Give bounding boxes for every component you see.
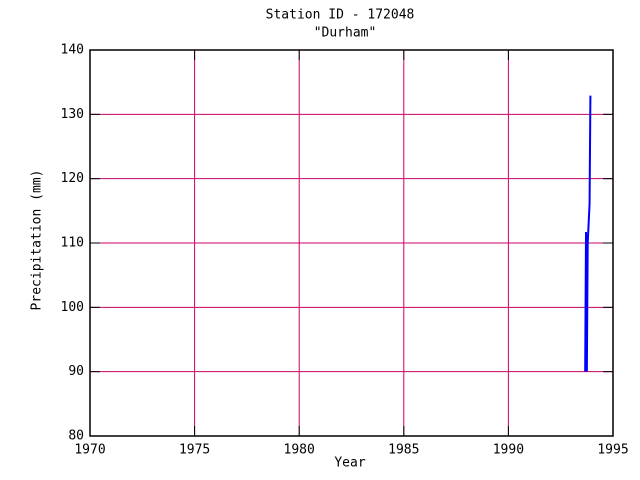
y-tick-label: 100 (61, 300, 84, 315)
plot-frame (89, 49, 614, 437)
x-axis-label: Year (334, 456, 365, 471)
x-tick-label: 1985 (388, 443, 419, 458)
y-tick-label: 130 (61, 107, 84, 122)
chart-title: Station ID - 172048 (266, 8, 415, 23)
x-tick-label: 1980 (284, 443, 315, 458)
y-axis-label: Precipitation (mm) (30, 170, 45, 311)
y-tick-label: 120 (61, 171, 84, 186)
data-line (584, 95, 592, 372)
x-tick-label: 1975 (179, 443, 210, 458)
y-tick-label: 110 (61, 236, 84, 251)
chart-subtitle: "Durham" (314, 26, 377, 41)
x-tick-label: 1995 (597, 443, 628, 458)
x-tick-label: 1990 (493, 443, 524, 458)
x-tick-label: 1970 (74, 443, 105, 458)
y-tick-label: 140 (61, 43, 84, 58)
y-tick-label: 80 (68, 429, 84, 444)
y-tick-label: 90 (68, 364, 84, 379)
